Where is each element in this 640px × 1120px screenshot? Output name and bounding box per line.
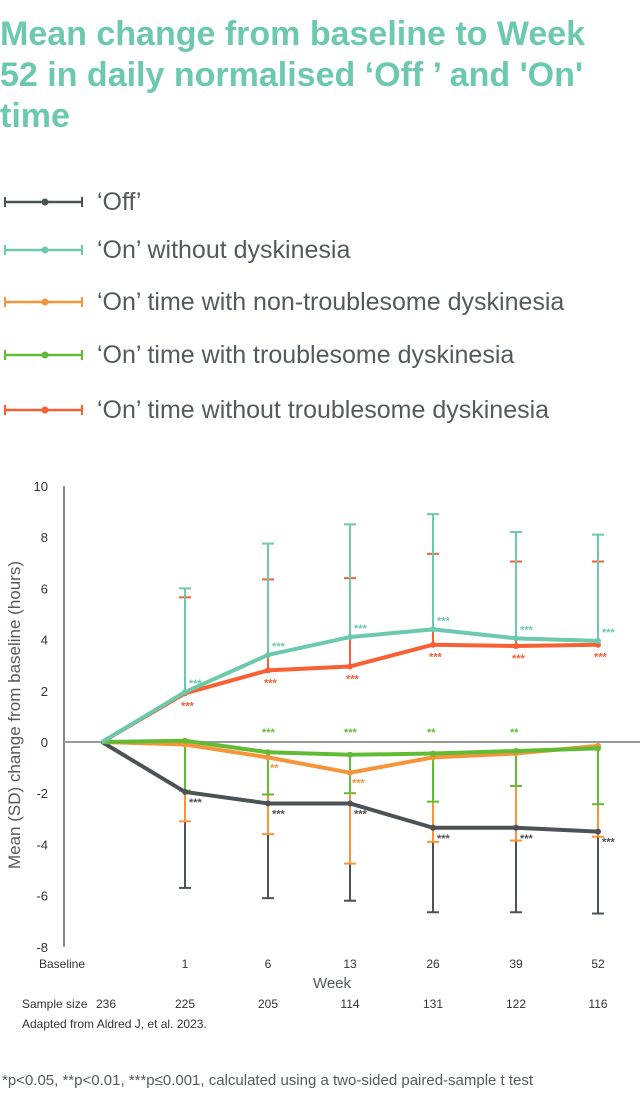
sample-size-value: 205 [258, 997, 278, 1011]
legend-dot [41, 351, 49, 359]
data-point [595, 637, 601, 644]
sample-size-label: Sample size [22, 997, 88, 1011]
sample-size-value: 131 [423, 997, 443, 1011]
legend-label: ‘On’ time without troublesome dyskinesia [97, 396, 550, 424]
legend-label: ‘Off’ [97, 188, 142, 216]
legend-marker-icon [4, 245, 83, 255]
data-point [595, 828, 601, 835]
significance-label: *** [352, 778, 366, 790]
y-tick-label: -6 [36, 889, 48, 904]
x-tick-label: 1 [182, 957, 189, 971]
data-point [265, 754, 271, 761]
legend-dot [41, 198, 49, 206]
significance-label: *** [189, 797, 203, 809]
legend-marker-icon [4, 405, 83, 415]
significance-label: ** [427, 727, 436, 739]
legend-marker-icon [4, 297, 83, 307]
data-point [265, 651, 271, 658]
data-point [182, 689, 188, 696]
x-axis-label: Week [313, 975, 352, 992]
data-point [595, 745, 601, 752]
significance-label: *** [437, 833, 451, 845]
data-point [513, 747, 519, 754]
significance-label: *** [264, 677, 278, 689]
legend-item-without-troublesome: ‘On’ time without troublesome dyskinesia [0, 390, 640, 430]
data-point [347, 769, 353, 776]
legend-dot [41, 406, 49, 414]
y-tick-label: 10 [34, 479, 48, 494]
sample-size-value: 116 [588, 997, 607, 1011]
data-point [347, 800, 353, 807]
y-tick-label: 6 [41, 581, 48, 596]
data-point [347, 751, 353, 758]
data-point [430, 641, 436, 648]
footnote: *p<0.05, **p<0.01, ***p≤0.001, calculate… [2, 1072, 534, 1089]
sample-size-value: 236 [96, 997, 116, 1011]
legend-item-off: ‘Off’ [0, 182, 640, 222]
y-tick-label: 8 [41, 530, 48, 545]
y-tick-label: 0 [41, 735, 48, 750]
significance-label: ** [510, 727, 519, 739]
significance-label: *** [189, 678, 203, 690]
x-tick-label: 13 [343, 957, 357, 971]
legend-dot [41, 298, 49, 306]
y-tick-label: -4 [36, 837, 48, 852]
data-point [347, 663, 353, 670]
y-tick-label: 2 [41, 684, 48, 699]
data-point [265, 667, 271, 674]
significance-label: *** [346, 673, 360, 685]
x-tick-label: 39 [509, 957, 523, 971]
significance-label: *** [512, 653, 526, 665]
significance-label: *** [262, 727, 276, 739]
legend-dot [41, 246, 49, 254]
significance-label: *** [594, 652, 608, 664]
significance-label: *** [181, 700, 195, 712]
significance-label: *** [354, 623, 368, 635]
data-point [265, 800, 271, 807]
significance-label: *** [520, 833, 534, 845]
line-chart: Mean (SD) change from baseline (hours) W… [5, 479, 640, 1031]
significance-label: *** [344, 727, 358, 739]
significance-label: *** [437, 615, 451, 627]
legend-marker-icon [4, 350, 83, 360]
x-tick-label: Baseline [39, 957, 85, 971]
data-point [430, 750, 436, 757]
significance-label: *** [602, 627, 616, 639]
data-point [182, 737, 188, 744]
legend-label: ‘On’ without dyskinesia [97, 236, 351, 264]
data-point [265, 749, 271, 756]
y-tick-label: 4 [41, 633, 48, 648]
x-tick-label: 52 [591, 957, 605, 971]
sample-size-value: 122 [506, 997, 526, 1011]
significance-label: *** [272, 641, 286, 653]
significance-label: *** [520, 624, 534, 636]
data-point [513, 824, 519, 831]
legend-item-on-without-dyskinesia: ‘On’ without dyskinesia [0, 230, 640, 270]
data-point [347, 634, 353, 641]
data-point [430, 626, 436, 633]
x-tick-label: 6 [265, 957, 272, 971]
y-tick-label: -2 [36, 786, 48, 801]
data-point [513, 635, 519, 642]
significance-label: *** [354, 808, 368, 820]
chart-title: Mean change from baseline to Week 52 in … [0, 15, 586, 135]
data-point [430, 824, 436, 831]
source-note: Adapted from Aldred J, et al. 2023. [22, 1017, 207, 1031]
y-tick-label: -8 [36, 940, 48, 955]
data-point [182, 788, 188, 795]
legend-label: ‘On’ time with troublesome dyskinesia [97, 341, 515, 369]
significance-label: *** [602, 837, 616, 849]
legend-marker-icon [4, 197, 83, 207]
significance-label: ** [270, 762, 279, 774]
y-axis-label: Mean (SD) change from baseline (hours) [5, 561, 24, 869]
data-point [513, 643, 519, 649]
legend-label: ‘On’ time with non-troublesome dyskinesi… [97, 288, 565, 316]
significance-label: *** [272, 808, 286, 820]
legend-item-non-troublesome: ‘On’ time with non-troublesome dyskinesi… [0, 282, 640, 322]
x-tick-label: 26 [426, 957, 440, 971]
legend-item-troublesome: ‘On’ time with troublesome dyskinesia [0, 335, 640, 375]
sample-size-value: 225 [175, 997, 195, 1011]
sample-size-value: 114 [340, 997, 359, 1011]
significance-label: *** [429, 652, 443, 664]
